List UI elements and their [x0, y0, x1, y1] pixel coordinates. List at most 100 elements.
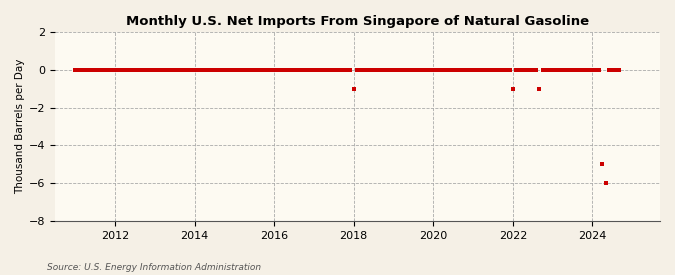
Y-axis label: Thousand Barrels per Day: Thousand Barrels per Day	[15, 59, 25, 194]
Point	[514, 68, 525, 72]
Point	[265, 68, 276, 72]
Point	[352, 68, 362, 72]
Point	[544, 68, 555, 72]
Point	[213, 68, 223, 72]
Point	[256, 68, 267, 72]
Point	[448, 68, 458, 72]
Point	[560, 68, 571, 72]
Point	[338, 68, 349, 72]
Point	[342, 68, 352, 72]
Text: Source: U.S. Energy Information Administration: Source: U.S. Energy Information Administ…	[47, 263, 261, 272]
Point	[143, 68, 154, 72]
Point	[140, 68, 151, 72]
Point	[133, 68, 144, 72]
Point	[149, 68, 160, 72]
Point	[259, 68, 269, 72]
Point	[610, 68, 621, 72]
Point	[418, 68, 429, 72]
Point	[236, 68, 246, 72]
Point	[335, 68, 346, 72]
Point	[431, 68, 442, 72]
Point	[252, 68, 263, 72]
Point	[411, 68, 422, 72]
Point	[286, 68, 296, 72]
Point	[524, 68, 535, 72]
Point	[209, 68, 220, 72]
Point	[93, 68, 104, 72]
Point	[425, 68, 435, 72]
Point	[182, 68, 193, 72]
Point	[216, 68, 227, 72]
Point	[80, 68, 90, 72]
Point	[375, 68, 385, 72]
Point	[113, 68, 124, 72]
Point	[76, 68, 87, 72]
Point	[322, 68, 333, 72]
Point	[494, 68, 505, 72]
Point	[464, 68, 475, 72]
Point	[192, 68, 203, 72]
Point	[100, 68, 111, 72]
Point	[491, 68, 502, 72]
Point	[329, 68, 340, 72]
Point	[126, 68, 137, 72]
Point	[345, 68, 356, 72]
Point	[557, 68, 568, 72]
Point	[262, 68, 273, 72]
Point	[547, 68, 558, 72]
Point	[70, 68, 81, 72]
Point	[607, 68, 618, 72]
Point	[119, 68, 130, 72]
Point	[468, 68, 479, 72]
Point	[481, 68, 491, 72]
Point	[441, 68, 452, 72]
Point	[246, 68, 256, 72]
Point	[83, 68, 94, 72]
Point	[534, 86, 545, 91]
Point	[405, 68, 416, 72]
Point	[371, 68, 382, 72]
Point	[587, 68, 598, 72]
Point	[206, 68, 217, 72]
Point	[103, 68, 114, 72]
Point	[501, 68, 512, 72]
Point	[202, 68, 213, 72]
Point	[478, 68, 489, 72]
Point	[487, 68, 498, 72]
Point	[232, 68, 243, 72]
Point	[358, 68, 369, 72]
Point	[159, 68, 170, 72]
Point	[319, 68, 329, 72]
Point	[109, 68, 120, 72]
Point	[305, 68, 316, 72]
Point	[392, 68, 402, 72]
Point	[225, 68, 236, 72]
Point	[315, 68, 326, 72]
Title: Monthly U.S. Net Imports From Singapore of Natural Gasoline: Monthly U.S. Net Imports From Singapore …	[126, 15, 589, 28]
Point	[402, 68, 412, 72]
Point	[551, 68, 562, 72]
Point	[593, 68, 604, 72]
Point	[169, 68, 180, 72]
Point	[385, 68, 396, 72]
Point	[186, 68, 196, 72]
Point	[269, 68, 279, 72]
Point	[249, 68, 260, 72]
Point	[153, 68, 163, 72]
Point	[348, 86, 359, 91]
Point	[408, 68, 418, 72]
Point	[508, 86, 518, 91]
Point	[73, 68, 84, 72]
Point	[365, 68, 376, 72]
Point	[458, 68, 468, 72]
Point	[531, 68, 541, 72]
Point	[577, 68, 588, 72]
Point	[312, 68, 323, 72]
Point	[461, 68, 472, 72]
Point	[435, 68, 446, 72]
Point	[580, 68, 591, 72]
Point	[130, 68, 140, 72]
Point	[541, 68, 551, 72]
Point	[90, 68, 101, 72]
Point	[116, 68, 127, 72]
